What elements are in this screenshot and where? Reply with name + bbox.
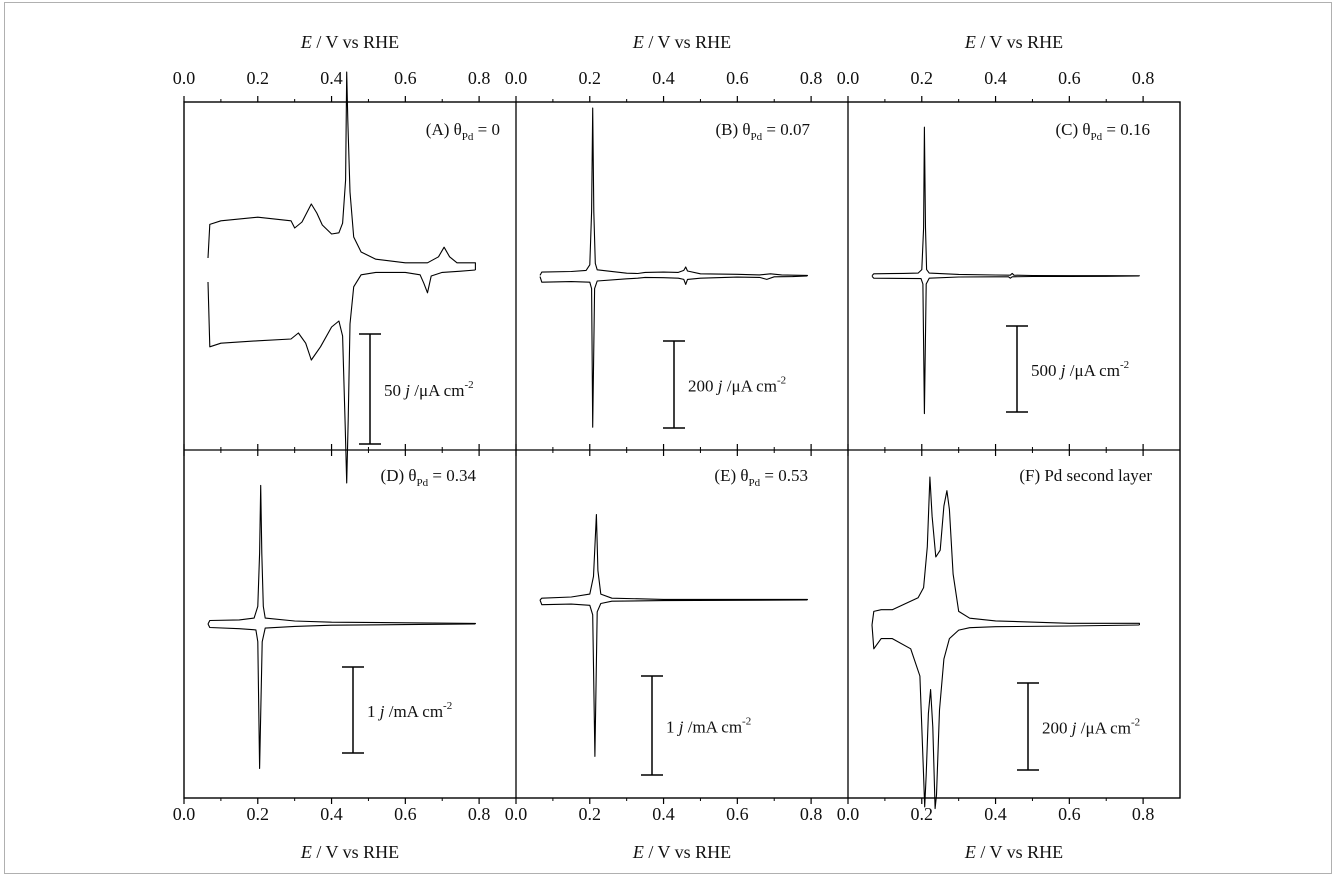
x-tick-label-bottom: 0.4 (652, 804, 675, 824)
cv-anodic-scan (207, 71, 476, 270)
x-axis-title-top: E / V vs RHE (300, 32, 399, 52)
x-tick-label-bottom: 0.8 (1132, 804, 1155, 824)
x-axis-title-bottom: E / V vs RHE (964, 842, 1063, 862)
x-tick-label-bottom: 0.2 (247, 804, 270, 824)
panel-label: (B) θPd = 0.07 (715, 120, 810, 143)
cv-cathodic-scan (871, 275, 1140, 415)
cv-cathodic-scan (871, 624, 1140, 810)
scale-bar-label: 1 j /mA cm-2 (666, 716, 751, 737)
x-tick-label-top: 0.4 (652, 68, 675, 88)
x-tick-label-bottom: 0.2 (579, 804, 602, 824)
cv-anodic-scan (871, 126, 1140, 277)
x-axis-title-bottom: E / V vs RHE (300, 842, 399, 862)
x-tick-label-bottom: 0.0 (837, 804, 860, 824)
x-tick-label-top: 0.6 (1058, 68, 1081, 88)
x-tick-label-bottom: 0.4 (984, 804, 1007, 824)
panel-d: 1 j /mA cm-2 (D) θPd = 0.34 (207, 466, 477, 770)
x-tick-label-bottom: 0.6 (726, 804, 749, 824)
scale-bar-label: 200 j /μA cm-2 (1042, 717, 1140, 738)
cv-anodic-scan (871, 476, 1140, 626)
figure-frame (4, 2, 1332, 874)
x-tick-label-bottom: 0.0 (173, 804, 196, 824)
x-tick-label-top: 0.0 (173, 68, 196, 88)
cv-cathodic-scan (539, 275, 808, 428)
x-axis-title-top: E / V vs RHE (964, 32, 1063, 52)
x-tick-label-top: 0.2 (579, 68, 602, 88)
scale-bar-label: 200 j /μA cm-2 (688, 375, 786, 396)
x-tick-label-bottom: 0.6 (394, 804, 417, 824)
panel-b: 200 j /μA cm-2 (B) θPd = 0.07 (539, 107, 810, 429)
cv-cathodic-scan (207, 269, 476, 484)
x-tick-label-bottom: 0.8 (800, 804, 823, 824)
x-tick-label-top: 0.4 (984, 68, 1007, 88)
panel-label: (C) θPd = 0.16 (1055, 120, 1150, 143)
x-tick-label-bottom: 0.6 (1058, 804, 1081, 824)
panel-f: 200 j /μA cm-2 (F) Pd second layer (871, 466, 1152, 810)
x-axis-title-bottom: E / V vs RHE (632, 842, 731, 862)
x-tick-label-bottom: 0.2 (911, 804, 934, 824)
cv-cathodic-scan (539, 599, 808, 757)
cv-anodic-scan (539, 513, 808, 601)
panel-label: (E) θPd = 0.53 (714, 466, 808, 489)
x-tick-label-top: 0.8 (800, 68, 823, 88)
x-tick-label-bottom: 0.0 (505, 804, 528, 824)
x-tick-label-top: 0.6 (726, 68, 749, 88)
scale-bar-label: 500 j /μA cm-2 (1031, 359, 1129, 380)
x-tick-label-top: 0.2 (911, 68, 934, 88)
x-tick-label-top: 0.4 (320, 68, 343, 88)
panel-a: 50 j /μA cm-2 (A) θPd = 0 (207, 71, 500, 484)
x-tick-label-bottom: 0.8 (468, 804, 491, 824)
panel-label: (D) θPd = 0.34 (381, 466, 477, 489)
x-tick-label-top: 0.0 (505, 68, 528, 88)
panel-label: (F) Pd second layer (1019, 466, 1152, 485)
x-axis-title-top: E / V vs RHE (632, 32, 731, 52)
cv-cathodic-scan (207, 623, 476, 770)
x-tick-label-bottom: 0.4 (320, 804, 343, 824)
panel-e: 1 j /mA cm-2 (E) θPd = 0.53 (539, 466, 808, 776)
panel-label: (A) θPd = 0 (426, 120, 500, 143)
scale-bar-label: 1 j /mA cm-2 (367, 700, 452, 721)
x-tick-label-top: 0.8 (1132, 68, 1155, 88)
x-tick-label-top: 0.8 (468, 68, 491, 88)
x-tick-label-top: 0.0 (837, 68, 860, 88)
x-tick-label-top: 0.2 (247, 68, 270, 88)
cv-anodic-scan (207, 484, 476, 625)
panel-c: 500 j /μA cm-2 (C) θPd = 0.16 (871, 120, 1150, 415)
x-tick-label-top: 0.6 (394, 68, 417, 88)
cv-anodic-scan (539, 107, 808, 276)
scale-bar-label: 50 j /μA cm-2 (384, 379, 474, 400)
